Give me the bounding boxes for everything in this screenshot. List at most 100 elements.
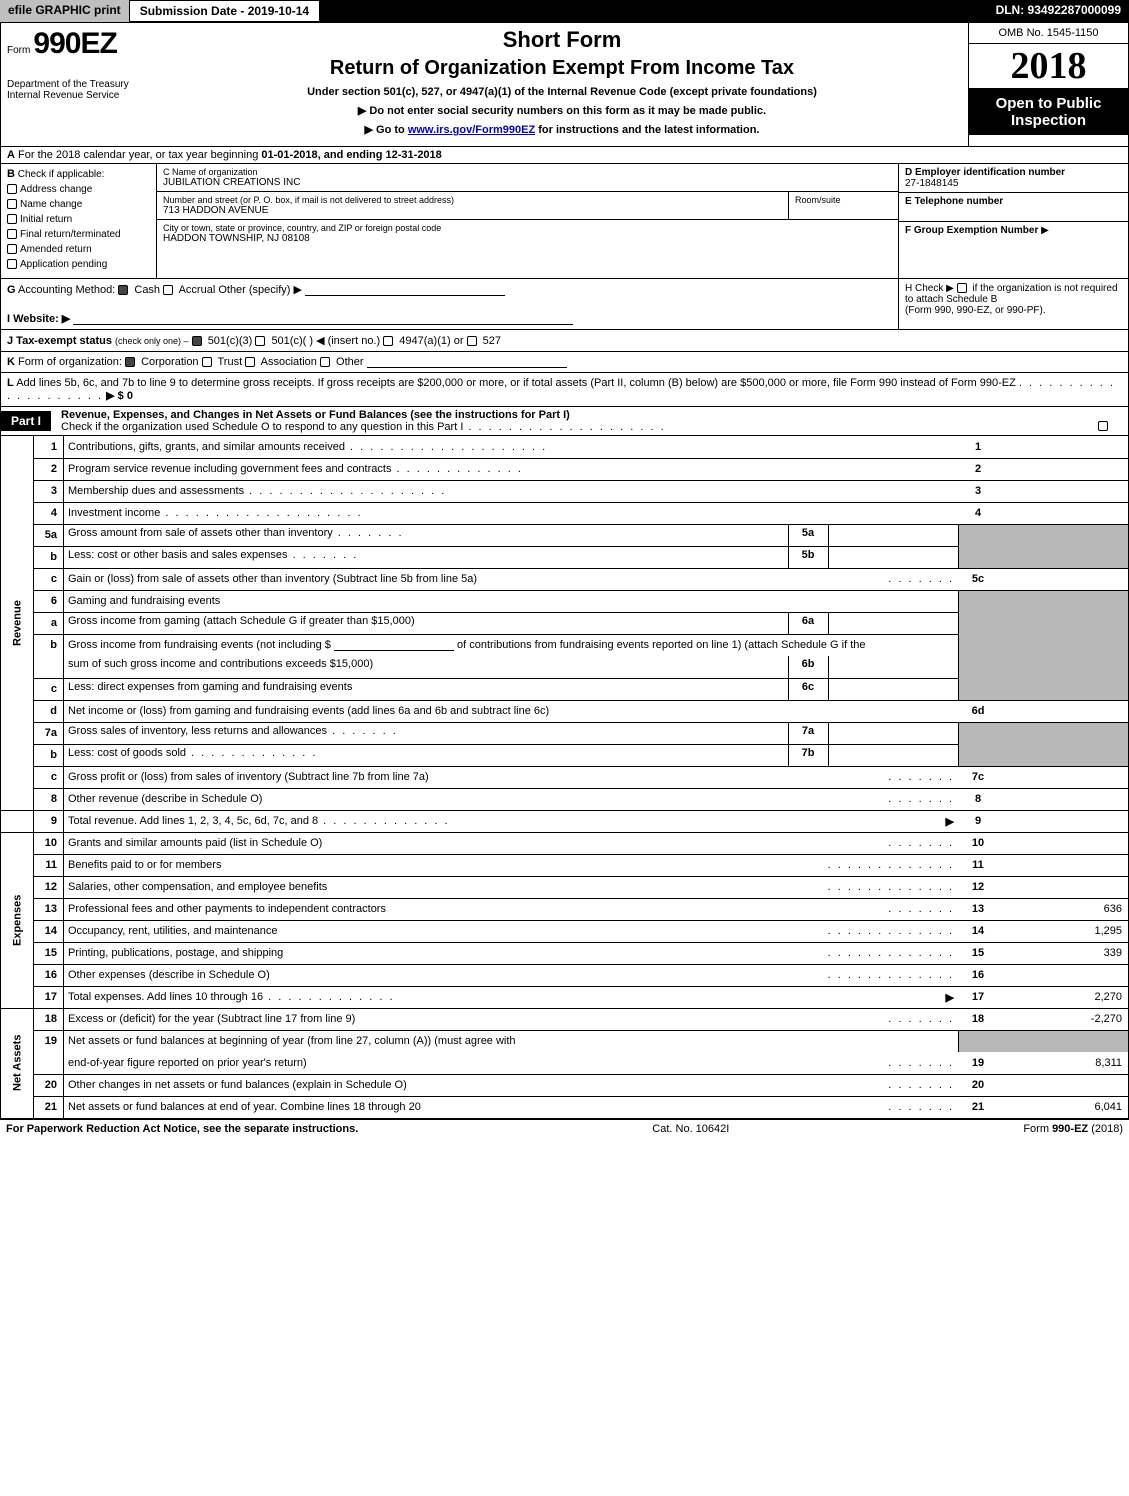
grey-cell: [958, 656, 998, 678]
line-6b-num2: [34, 656, 64, 678]
line-6b-num: b: [34, 634, 64, 656]
checkbox-pending[interactable]: [7, 259, 17, 269]
chk-label-initial: Initial return: [20, 214, 72, 225]
checkbox-final-return[interactable]: [7, 229, 17, 239]
line-7b-row: Less: cost of goods sold 7b: [64, 744, 959, 766]
grey-cell: [958, 1030, 998, 1052]
line-6d-amount: [998, 700, 1128, 722]
grey-cell: [998, 590, 1128, 612]
line-9-text: Total revenue. Add lines 1, 2, 3, 4, 5c,…: [64, 810, 959, 832]
label-k: K: [7, 356, 15, 368]
efile-print-button[interactable]: efile GRAPHIC print: [0, 0, 130, 22]
city-state-zip: HADDON TOWNSHIP, NJ 08108: [163, 233, 892, 244]
grey-cell: [998, 656, 1128, 678]
checkbox-501c3[interactable]: [192, 336, 202, 346]
ghi-block: G Accounting Method: Cash Accrual Other …: [1, 279, 1128, 330]
line-19-text: Net assets or fund balances at beginning…: [64, 1030, 959, 1052]
line-5b-midamt: [828, 547, 958, 568]
org-name: JUBILATION CREATIONS INC: [163, 177, 892, 188]
line-1-text: Contributions, gifts, grants, and simila…: [64, 436, 959, 458]
label-j: J Tax-exempt status: [7, 335, 112, 347]
tax-year: 2018: [969, 44, 1128, 89]
line-7a-midamt: [828, 723, 958, 744]
line-6b-mid: 6b: [788, 656, 828, 678]
line-6-text: Gaming and fundraising events: [64, 590, 959, 612]
label-h: H: [905, 283, 912, 294]
checkbox-amended[interactable]: [7, 244, 17, 254]
row-a: A For the 2018 calendar year, or tax yea…: [1, 147, 1128, 164]
line-15-tag: 15: [958, 942, 998, 964]
line-7c-num: c: [34, 766, 64, 788]
c-name-label: C Name of organization: [163, 167, 892, 177]
checkbox-schedule-o-part1[interactable]: [1098, 421, 1108, 431]
line-18-num: 18: [34, 1008, 64, 1030]
line-4-text: Investment income: [64, 502, 959, 524]
line-6a-midamt: [828, 613, 958, 634]
line-15-num: 15: [34, 942, 64, 964]
line-6b-row: sum of such gross income and contributio…: [64, 656, 959, 678]
gi-left: G Accounting Method: Cash Accrual Other …: [1, 279, 898, 329]
checkbox-address-change[interactable]: [7, 184, 17, 194]
line-6d-tag: 6d: [958, 700, 998, 722]
checkbox-501c[interactable]: [255, 336, 265, 346]
line-6b-text: sum of such gross income and contributio…: [68, 658, 373, 670]
line-18-amount: -2,270: [998, 1008, 1128, 1030]
goto-pre: ▶ Go to: [365, 124, 408, 136]
checkbox-other-org[interactable]: [320, 357, 330, 367]
checkbox-schedule-b[interactable]: [957, 283, 967, 293]
row-j: J Tax-exempt status (check only one) – 5…: [1, 330, 1128, 352]
checkbox-name-change[interactable]: [7, 199, 17, 209]
website-input[interactable]: [73, 313, 573, 325]
row-h: H Check ▶ if the organization is not req…: [898, 279, 1128, 329]
line-7c-amount: [998, 766, 1128, 788]
line-7b-midamt: [828, 745, 958, 766]
line-3-tag: 3: [958, 480, 998, 502]
line-5b-num: b: [34, 546, 64, 568]
checkbox-trust[interactable]: [202, 357, 212, 367]
6b-amount-input[interactable]: [334, 639, 454, 651]
line-17-amount: 2,270: [998, 986, 1128, 1008]
catalog-number: Cat. No. 10642I: [652, 1123, 729, 1135]
grey-cell: [958, 744, 998, 766]
checkbox-corporation[interactable]: [125, 357, 135, 367]
line-19-amount: 8,311: [998, 1052, 1128, 1074]
line-6c-text: Less: direct expenses from gaming and fu…: [68, 681, 352, 693]
form-number: 990EZ: [33, 29, 116, 59]
line-1-tag: 1: [958, 436, 998, 458]
other-org-input[interactable]: [367, 356, 567, 368]
h-not: not: [1064, 283, 1078, 294]
revenue-section-label: Revenue: [1, 436, 34, 810]
line-5c-amount: [998, 568, 1128, 590]
city-row: City or town, state or province, country…: [157, 220, 898, 278]
checkbox-4947[interactable]: [383, 336, 393, 346]
checkbox-accrual[interactable]: [163, 285, 173, 295]
line-7b-num: b: [34, 744, 64, 766]
room-suite: Room/suite: [788, 192, 898, 219]
checkbox-association[interactable]: [245, 357, 255, 367]
insert-no: ◀ (insert no.): [316, 335, 380, 347]
line-13-amount: 636: [998, 898, 1128, 920]
line-16-text: Other expenses (describe in Schedule O): [64, 964, 959, 986]
part-1-table: Revenue 1 Contributions, gifts, grants, …: [1, 436, 1128, 1119]
line-11-amount: [998, 854, 1128, 876]
other-specify-input[interactable]: [305, 284, 505, 296]
line-3-amount: [998, 480, 1128, 502]
line-13-text: Professional fees and other payments to …: [64, 898, 959, 920]
k-text: Form of organization:: [18, 356, 122, 368]
line-7a-text: Gross sales of inventory, less returns a…: [68, 725, 327, 737]
checkbox-initial-return[interactable]: [7, 214, 17, 224]
checkbox-cash[interactable]: [118, 285, 128, 295]
line-8-num: 8: [34, 788, 64, 810]
line-17-num: 17: [34, 986, 64, 1008]
page-footer: For Paperwork Reduction Act Notice, see …: [0, 1120, 1129, 1138]
line-2-num: 2: [34, 458, 64, 480]
check-if-applicable: Check if applicable:: [18, 169, 105, 180]
grey-cell: [998, 678, 1128, 700]
irs-link[interactable]: www.irs.gov/Form990EZ: [408, 124, 535, 136]
form-prefix: Form: [7, 45, 30, 56]
checkbox-527[interactable]: [467, 336, 477, 346]
line-5a-text: Gross amount from sale of assets other t…: [68, 527, 333, 539]
line-2-amount: [998, 458, 1128, 480]
line-15-text: Printing, publications, postage, and shi…: [64, 942, 959, 964]
line-11-tag: 11: [958, 854, 998, 876]
